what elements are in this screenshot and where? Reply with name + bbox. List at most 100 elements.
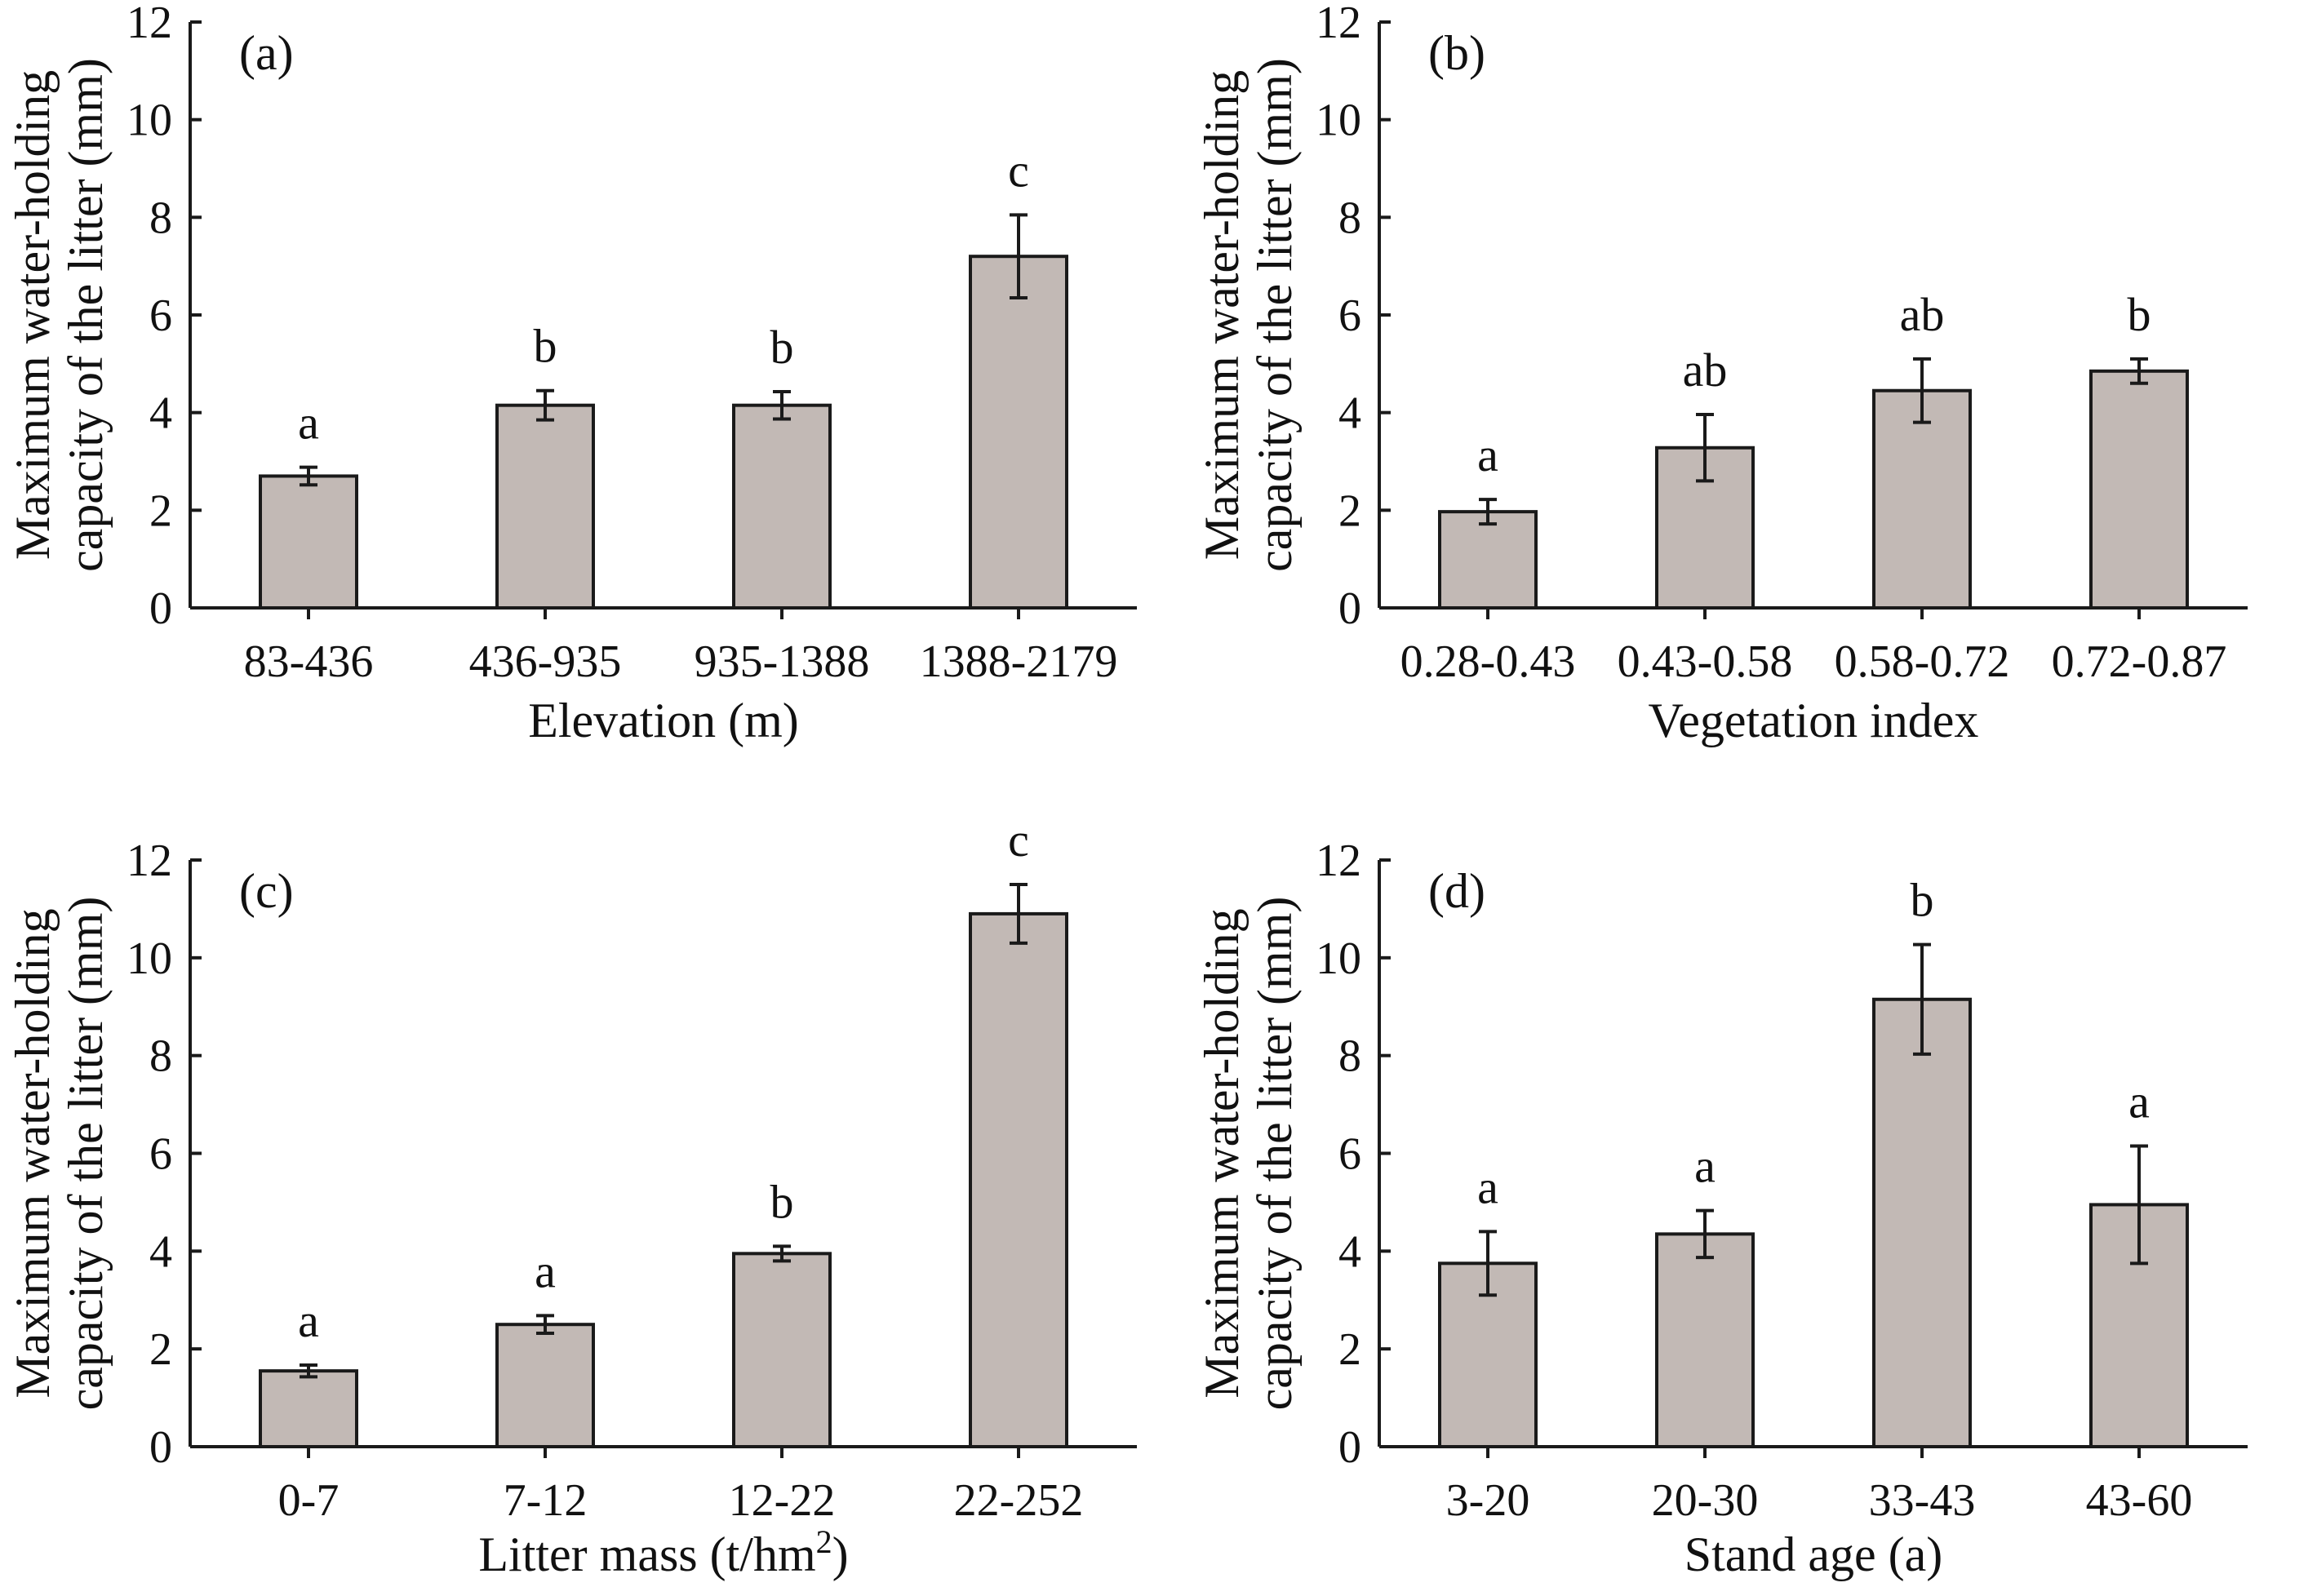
y-tick-label: 8 (1338, 193, 1361, 243)
error-bar (773, 1244, 791, 1263)
y-tick-label: 10 (1316, 95, 1361, 146)
significance-letter: c (1008, 144, 1029, 197)
y-tick-label: 2 (149, 485, 172, 536)
y-tick-label: 0 (1338, 1422, 1361, 1473)
y-axis-title-line1: Maximum water-holding (6, 908, 60, 1398)
y-tick-label: 6 (1338, 1129, 1361, 1180)
x-tick-label: 12-22 (729, 1475, 836, 1526)
chart-panel-a: 0 2 4 6 8 10 12 a 83-436 b 436-935 b 935-1388 c 1388-2… (6, 0, 1137, 747)
bar (495, 403, 595, 610)
error-bar (536, 1314, 554, 1335)
y-tick-label: 6 (149, 1129, 172, 1180)
x-tick-label: 83-436 (244, 636, 374, 687)
significance-letter: ab (1900, 288, 1945, 341)
panel-label: (d) (1428, 864, 1485, 918)
x-tick-label: 20-30 (1652, 1475, 1759, 1526)
x-tick-label: 7-12 (504, 1475, 588, 1526)
significance-letter: b (770, 1175, 794, 1228)
y-axis-title-line2: capacity of the litter (mm) (1248, 58, 1302, 572)
significance-letter: a (2128, 1075, 2150, 1128)
error-bar (773, 389, 791, 421)
bar (1655, 1232, 1755, 1449)
bar (1438, 510, 1538, 610)
x-tick-label: 935-1388 (695, 636, 870, 687)
y-tick-label: 4 (1338, 1226, 1361, 1277)
significance-letter: a (535, 1244, 556, 1297)
x-tick-label: 0.58-0.72 (1835, 636, 2010, 687)
bar (969, 255, 1068, 610)
y-tick-label: 8 (149, 1031, 172, 1082)
panel-label: (b) (1428, 26, 1485, 80)
x-axis-title: Litter mass (t/hm2) (478, 1523, 848, 1582)
y-axis-title-line1: Maximum water-holding (1195, 908, 1249, 1398)
x-tick-label: 436-935 (469, 636, 622, 687)
bar (259, 474, 358, 610)
panel-label: (c) (239, 864, 294, 918)
significance-letter: b (534, 320, 557, 373)
significance-letter: c (1008, 814, 1029, 867)
bar (1872, 997, 1972, 1448)
bar (2089, 369, 2189, 610)
y-tick-label: 8 (1338, 1031, 1361, 1082)
y-axis-title-line2: capacity of the litter (mm) (59, 897, 113, 1411)
bar (732, 403, 832, 610)
y-tick-label: 0 (1338, 583, 1361, 634)
x-axis-title: Elevation (m) (528, 694, 799, 747)
x-tick-label: 0.72-0.87 (2052, 636, 2227, 687)
error-bar (2130, 357, 2148, 385)
chart-panel-c: 0 2 4 6 8 10 12 a 0-7 a 7-12 b 12-22 c 22-252 (c) Litter… (6, 814, 1137, 1581)
error-bar (1010, 882, 1028, 945)
x-tick-label: 43-60 (2086, 1475, 2193, 1526)
y-tick-label: 2 (1338, 485, 1361, 536)
bar (1438, 1261, 1538, 1448)
error-bar (1696, 1208, 1714, 1260)
significance-letter: b (1911, 874, 1934, 927)
panel-label: (a) (239, 26, 294, 80)
y-tick-label: 10 (1316, 933, 1361, 984)
x-tick-label: 3-20 (1446, 1475, 1530, 1526)
significance-letter: ab (1683, 344, 1728, 397)
error-bar (1913, 357, 1931, 424)
bar (495, 1323, 595, 1449)
y-tick-label: 6 (1338, 290, 1361, 341)
error-bar (1696, 413, 1714, 483)
y-tick-label: 8 (149, 193, 172, 243)
bar (732, 1252, 832, 1449)
y-tick-label: 2 (1338, 1324, 1361, 1375)
y-tick-label: 12 (1316, 0, 1361, 48)
significance-letter: b (2128, 288, 2151, 341)
error-bar (1479, 1230, 1497, 1297)
x-tick-label: 0.43-0.58 (1618, 636, 1793, 687)
x-tick-label: 0-7 (278, 1475, 340, 1526)
y-tick-label: 0 (149, 583, 172, 634)
y-tick-label: 0 (149, 1422, 172, 1473)
y-tick-label: 4 (149, 388, 172, 439)
y-axis-title-line1: Maximum water-holding (1195, 70, 1249, 560)
significance-letter: a (1694, 1140, 1716, 1193)
x-tick-label: 22-252 (954, 1475, 1084, 1526)
y-tick-label: 10 (127, 95, 172, 146)
y-tick-label: 12 (127, 0, 172, 48)
y-tick-label: 12 (1316, 836, 1361, 886)
y-tick-label: 4 (1338, 388, 1361, 439)
error-bar (2130, 1144, 2148, 1266)
significance-letter: a (298, 397, 319, 450)
error-bar (1479, 498, 1497, 526)
y-tick-label: 2 (149, 1324, 172, 1375)
error-bar (300, 1363, 317, 1379)
significance-letter: a (298, 1294, 319, 1347)
error-bar (300, 465, 317, 487)
y-tick-label: 10 (127, 933, 172, 984)
error-bar (1913, 942, 1931, 1056)
x-axis-title: Vegetation index (1649, 694, 1979, 747)
x-tick-label: 1388-2179 (920, 636, 1118, 687)
chart-panel-b: 0 2 4 6 8 10 12 a 0.28-0.43 ab 0.43-0.58 ab 0.58-0.7… (1195, 0, 2248, 747)
y-axis-title-line2: capacity of the litter (mm) (59, 58, 113, 572)
chart-panel-d: 0 2 4 6 8 10 12 a 3-20 a 20-30 b 33-43 a 43-60 (d) Stand… (1195, 836, 2248, 1581)
y-axis-title-line2: capacity of the litter (mm) (1248, 897, 1302, 1411)
x-tick-label: 0.28-0.43 (1400, 636, 1576, 687)
error-bar (536, 388, 554, 422)
x-tick-label: 33-43 (1869, 1475, 1976, 1526)
bar (969, 911, 1068, 1448)
